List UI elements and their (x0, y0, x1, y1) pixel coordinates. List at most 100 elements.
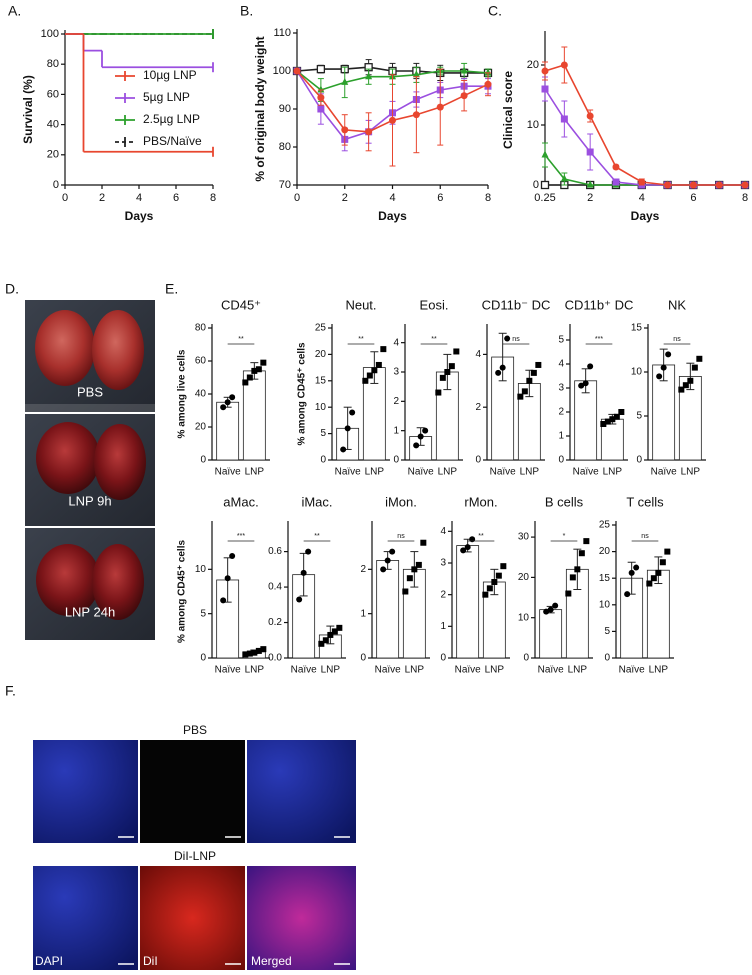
series-line (544, 88, 745, 186)
point (547, 606, 554, 613)
point (660, 364, 667, 371)
significance-label: ns (641, 533, 649, 540)
lung-shape (92, 544, 144, 620)
point (371, 367, 378, 374)
x-tick-label: 4 (389, 192, 395, 204)
point (224, 399, 231, 406)
y-tick-label: 3 (393, 367, 399, 378)
chart-title: T cells (626, 494, 664, 509)
x-tick-label: 8 (210, 192, 216, 204)
x-tick-label: LNP (245, 665, 265, 676)
series-line (544, 154, 745, 186)
x-tick-label: Naïve (651, 467, 678, 478)
x-axis-label: Days (631, 209, 660, 223)
point (220, 404, 227, 411)
point (380, 566, 387, 573)
point (569, 574, 576, 581)
x-tick-label: Naïve (455, 665, 482, 676)
y-tick-label: 10 (527, 119, 539, 131)
y-tick-label: 20 (47, 149, 59, 161)
point (444, 369, 451, 375)
point (560, 115, 568, 123)
y-tick-label: 5 (604, 626, 610, 637)
y-tick-label: 10 (195, 564, 207, 575)
point (305, 548, 312, 555)
y-tick-label: 10 (631, 367, 643, 378)
merged-panel (247, 866, 356, 970)
point (255, 647, 262, 654)
y-tick-label: 0 (320, 455, 326, 466)
y-tick-label: 90 (279, 103, 291, 115)
x-tick-label: LNP (365, 467, 385, 478)
x-tick-label: LNP (520, 467, 540, 478)
x-tick-label: 2 (587, 192, 593, 204)
point (484, 80, 492, 88)
y-tick-label: 1 (393, 425, 399, 436)
point (402, 588, 409, 595)
photo-caption: LNP 24h (65, 604, 115, 619)
point (609, 416, 616, 423)
point (448, 363, 455, 370)
x-tick-label: 8 (485, 192, 491, 204)
significance-label: *** (595, 336, 603, 343)
point (517, 393, 524, 400)
point (504, 335, 511, 342)
point (349, 409, 356, 416)
chart-title: B cells (545, 494, 584, 509)
y-tick-label: 4 (393, 337, 399, 348)
y-tick-label: 10 (518, 612, 530, 623)
y-tick-label: 100 (273, 65, 291, 77)
y-tick-label: 0 (604, 653, 610, 664)
x-tick-label: LNP (603, 467, 623, 478)
panel-label: E. (165, 281, 178, 297)
legend-label: 10µg LNP (143, 68, 197, 82)
dapi-panel (33, 740, 138, 843)
y-tick-label: 0 (475, 455, 481, 466)
point (583, 538, 590, 545)
point (741, 181, 749, 189)
chart-title: CD11b⁺ DC (565, 297, 634, 312)
point (375, 361, 382, 368)
point (560, 61, 568, 69)
point (586, 180, 594, 188)
point (665, 351, 672, 358)
y-tick-label: 0 (53, 179, 59, 191)
point (327, 631, 334, 638)
chart-title: CD45⁺ (221, 297, 261, 312)
y-tick-label: 15 (315, 375, 327, 386)
point (293, 67, 301, 75)
significance-label: ns (397, 533, 405, 540)
y-tick-label: 3 (440, 558, 446, 569)
x-tick-label: Naïve (408, 467, 435, 478)
point (380, 346, 387, 353)
bar (216, 401, 240, 461)
point (664, 548, 671, 555)
point (453, 348, 460, 355)
x-tick-label: Naïve (490, 467, 517, 478)
point (412, 111, 420, 119)
point (417, 433, 424, 440)
point (224, 575, 231, 582)
point (499, 364, 506, 371)
lung-shape (36, 544, 100, 616)
y-tick-label: 0 (360, 653, 366, 664)
x-tick-label: LNP (405, 665, 425, 676)
point (646, 580, 653, 587)
significance-label: ** (314, 533, 320, 540)
x-tick-label: 6 (690, 192, 696, 204)
y-tick-label: 4 (475, 349, 481, 360)
y-tick-label: 60 (195, 356, 207, 367)
row-label: DiI-LNP (174, 849, 216, 863)
panel-label: A. (8, 3, 21, 19)
point (495, 369, 502, 376)
chart-title: CD11b⁻ DC (482, 297, 551, 312)
point (486, 585, 493, 592)
point (296, 596, 303, 603)
point (435, 389, 442, 396)
bar (376, 560, 400, 659)
point (464, 544, 471, 551)
significance-label: ns (512, 336, 520, 343)
point (500, 563, 507, 570)
point (586, 112, 594, 120)
y-tick-label: 5 (558, 335, 564, 346)
